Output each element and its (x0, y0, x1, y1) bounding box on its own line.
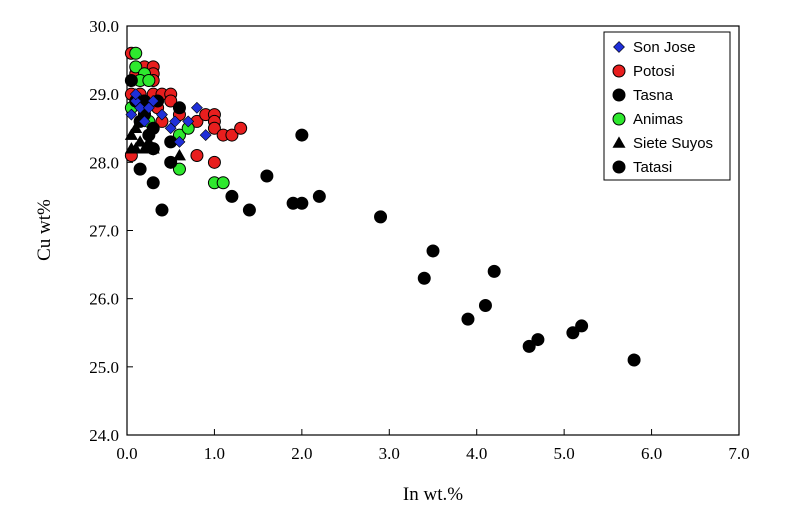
data-points (124, 46, 641, 367)
legend-label-tatasi: Tatasi (633, 159, 672, 176)
legend-box (603, 31, 731, 181)
x-tick-label: 5.0 (554, 444, 575, 463)
y-axis: 24.0 25.0 26.0 27.0 28.0 29.0 30.0 (89, 17, 133, 445)
point-potosi (207, 121, 221, 135)
point-son-jose (134, 101, 147, 114)
point-tatasi (295, 196, 309, 210)
point-tatasi (478, 298, 492, 312)
point-siete-suyos (142, 135, 156, 147)
y-tick-label: 25.0 (89, 358, 119, 377)
point-tatasi (374, 210, 388, 224)
point-son-jose (199, 129, 212, 141)
point-siete-suyos (146, 142, 160, 154)
y-tick-label: 29.0 (89, 85, 119, 104)
point-tatasi (627, 353, 641, 367)
point-tatasi (312, 189, 326, 203)
point-son-jose (138, 115, 151, 128)
point-siete-suyos (124, 128, 138, 140)
point-tasna (146, 176, 160, 190)
point-potosi (207, 155, 221, 169)
y-tick-label: 24.0 (89, 426, 119, 445)
x-tick-label: 7.0 (728, 444, 749, 463)
point-potosi (234, 121, 248, 135)
legend-label-animas: Animas (633, 111, 683, 128)
y-tick-label: 28.0 (89, 153, 119, 172)
point-son-jose (182, 115, 195, 128)
point-tasna (146, 121, 160, 135)
point-siete-suyos (172, 148, 186, 161)
point-animas (129, 46, 143, 60)
point-tatasi (242, 203, 256, 217)
point-tatasi (417, 271, 431, 285)
x-tick-label: 4.0 (466, 444, 487, 463)
point-siete-suyos (129, 121, 143, 134)
point-tasna (155, 203, 169, 217)
point-tatasi (461, 312, 475, 326)
legend-label-tasna: Tasna (633, 87, 674, 104)
legend-label-son-jose: Son Jose (633, 39, 696, 56)
point-son-jose (125, 108, 138, 121)
point-tatasi (295, 128, 309, 142)
point-tatasi (575, 319, 589, 333)
point-potosi (225, 128, 239, 142)
legend: Son Jose Potosi Tasna Animas Siete Suyos Tata… (603, 31, 731, 181)
point-tatasi (260, 169, 274, 183)
legend-marker-son-jose (613, 41, 625, 53)
point-tatasi (426, 244, 440, 258)
point-siete-suyos (133, 135, 147, 147)
point-potosi (164, 94, 178, 108)
point-son-jose (156, 108, 168, 121)
x-axis-title: In wt.% (403, 484, 463, 505)
y-tick-label: 30.0 (89, 17, 119, 36)
point-potosi (190, 149, 204, 163)
point-animas (142, 74, 156, 88)
y-axis-title: Cu wt% (34, 199, 55, 261)
point-son-jose (142, 101, 155, 114)
x-tick-label: 1.0 (204, 444, 225, 463)
point-son-jose (191, 101, 203, 114)
point-son-jose (169, 115, 182, 128)
point-tatasi (566, 326, 580, 340)
point-siete-suyos (129, 142, 143, 154)
y-tick-label: 27.0 (89, 222, 119, 241)
point-animas (172, 162, 186, 176)
x-tick-label: 3.0 (379, 444, 400, 463)
point-son-jose (129, 88, 142, 101)
legend-marker-animas (612, 112, 626, 126)
point-siete-suyos (137, 142, 152, 154)
point-son-jose (173, 135, 186, 148)
point-tasna (124, 74, 138, 88)
point-tatasi (531, 333, 545, 347)
point-tatasi (487, 264, 501, 278)
point-tatasi (225, 189, 239, 203)
legend-label-siete-suyos: Siete Suyos (633, 135, 713, 152)
y-tick-label: 26.0 (89, 290, 119, 309)
x-tick-label: 6.0 (641, 444, 662, 463)
legend-marker-siete-suyos (612, 136, 626, 148)
point-tatasi (522, 339, 536, 353)
point-animas (129, 60, 143, 74)
x-tick-label: 0.0 (116, 444, 137, 463)
legend-marker-tasna (612, 88, 626, 102)
point-tasna (133, 162, 147, 176)
legend-marker-potosi (612, 64, 626, 78)
legend-label-potosi: Potosi (633, 63, 675, 80)
point-animas (216, 176, 230, 190)
x-axis: 0.0 1.0 2.0 3.0 4.0 5.0 6.0 7.0 (116, 429, 750, 463)
legend-marker-tatasi (612, 160, 626, 174)
x-tick-label: 2.0 (291, 444, 312, 463)
point-tasna (172, 101, 186, 115)
